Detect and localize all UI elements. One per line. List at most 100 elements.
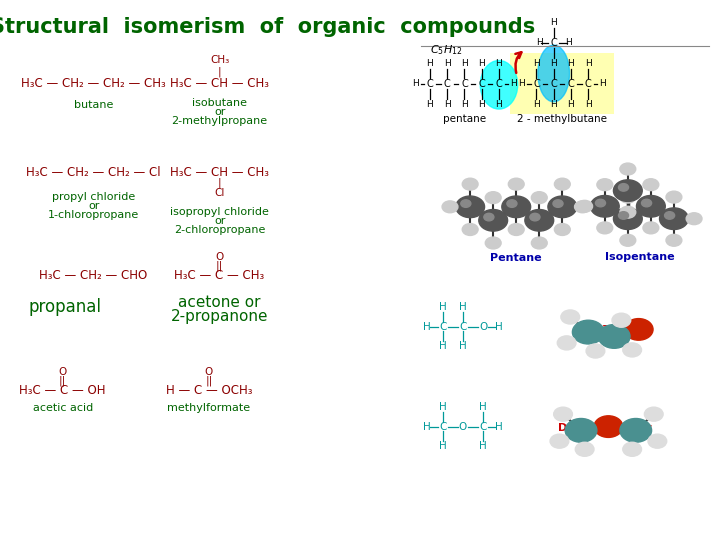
Circle shape: [572, 320, 604, 344]
Text: CH₃: CH₃: [210, 56, 229, 65]
Text: H: H: [423, 322, 431, 332]
Circle shape: [623, 343, 642, 357]
Text: or: or: [214, 107, 225, 117]
Text: H: H: [495, 100, 503, 109]
Circle shape: [643, 222, 659, 234]
Text: H: H: [567, 100, 575, 109]
Text: H: H: [550, 100, 557, 109]
Text: $C_5H_{12}$: $C_5H_{12}$: [430, 43, 463, 57]
Text: C: C: [567, 79, 575, 89]
Text: H — C — OCH₃: H — C — OCH₃: [166, 384, 252, 397]
Circle shape: [613, 208, 642, 230]
Text: Cl: Cl: [215, 188, 225, 198]
Text: H: H: [439, 402, 446, 412]
Text: H: H: [439, 441, 446, 451]
Text: propyl chloride: propyl chloride: [52, 192, 135, 202]
Text: C: C: [439, 322, 446, 332]
Text: H: H: [426, 59, 433, 68]
Text: butane: butane: [74, 100, 113, 110]
Circle shape: [554, 224, 570, 235]
Circle shape: [485, 237, 501, 249]
Text: C: C: [533, 79, 540, 89]
Circle shape: [597, 179, 613, 191]
Text: H: H: [495, 322, 503, 332]
Circle shape: [594, 416, 623, 437]
Text: H: H: [550, 59, 557, 68]
Circle shape: [502, 196, 531, 218]
Text: ||: ||: [205, 375, 212, 386]
Circle shape: [686, 213, 702, 225]
Circle shape: [636, 195, 665, 217]
Circle shape: [507, 200, 517, 207]
Circle shape: [554, 407, 572, 421]
Circle shape: [623, 442, 642, 456]
Text: C: C: [585, 79, 592, 89]
Circle shape: [550, 434, 569, 448]
Text: O: O: [459, 422, 467, 431]
Circle shape: [553, 200, 563, 207]
Circle shape: [548, 196, 577, 218]
Text: O: O: [58, 367, 67, 376]
Circle shape: [462, 224, 478, 235]
Circle shape: [575, 442, 594, 456]
Circle shape: [643, 179, 659, 191]
Circle shape: [485, 192, 501, 204]
Text: H: H: [459, 341, 467, 351]
Text: C: C: [439, 422, 446, 431]
Text: pentane: pentane: [443, 114, 486, 124]
Text: Structural  isomerism  of  organic  compounds: Structural isomerism of organic compound…: [0, 17, 536, 37]
Text: H₃C — C — OH: H₃C — C — OH: [19, 384, 106, 397]
FancyBboxPatch shape: [510, 53, 614, 114]
Circle shape: [644, 407, 663, 421]
Circle shape: [442, 201, 458, 213]
Ellipse shape: [480, 60, 518, 109]
Text: 2 - methylbutane: 2 - methylbutane: [518, 114, 608, 124]
Circle shape: [613, 180, 642, 201]
Text: isopropyl chloride: isopropyl chloride: [170, 207, 269, 217]
Text: or: or: [214, 216, 225, 226]
Text: 2-propanone: 2-propanone: [171, 309, 269, 325]
Text: Ethanol: Ethanol: [581, 323, 629, 333]
Text: acetic acid: acetic acid: [32, 403, 93, 413]
Text: C: C: [461, 79, 468, 89]
Text: 2-chloropropane: 2-chloropropane: [174, 225, 265, 235]
Circle shape: [597, 222, 613, 234]
Text: C: C: [478, 79, 485, 89]
Text: ||: ||: [59, 375, 66, 386]
Text: propanal: propanal: [28, 298, 102, 316]
Text: H₃C — CH — CH₃: H₃C — CH — CH₃: [170, 166, 269, 179]
Circle shape: [462, 178, 478, 190]
Circle shape: [660, 208, 688, 230]
Circle shape: [577, 200, 593, 212]
Text: H₃C — CH₂ — CH₂ — Cl: H₃C — CH₂ — CH₂ — Cl: [27, 166, 161, 179]
Circle shape: [479, 210, 508, 231]
Text: H: H: [461, 100, 468, 109]
Circle shape: [648, 434, 667, 448]
Text: H: H: [426, 100, 433, 109]
Text: H: H: [461, 59, 468, 68]
Text: H: H: [585, 59, 592, 68]
Circle shape: [565, 418, 597, 442]
Circle shape: [530, 213, 540, 221]
Text: H: H: [495, 422, 503, 431]
Text: Pentane: Pentane: [490, 253, 542, 263]
Text: C: C: [426, 79, 433, 89]
Text: C: C: [550, 79, 557, 89]
Circle shape: [624, 319, 653, 340]
Text: H: H: [439, 341, 446, 351]
Circle shape: [666, 234, 682, 246]
Circle shape: [595, 199, 606, 207]
Circle shape: [557, 336, 576, 350]
Text: H: H: [600, 79, 606, 88]
Text: C: C: [444, 79, 451, 89]
Text: H: H: [495, 59, 503, 68]
Text: H₃C — C — CH₃: H₃C — C — CH₃: [174, 269, 265, 282]
Circle shape: [590, 195, 619, 217]
Ellipse shape: [538, 45, 570, 102]
Circle shape: [531, 192, 547, 204]
Circle shape: [665, 212, 675, 219]
Circle shape: [586, 344, 605, 358]
Text: H₃C — CH₂ — CH₂ — CH₃: H₃C — CH₂ — CH₂ — CH₃: [21, 77, 166, 90]
Text: H: H: [550, 18, 557, 26]
Circle shape: [575, 201, 590, 213]
